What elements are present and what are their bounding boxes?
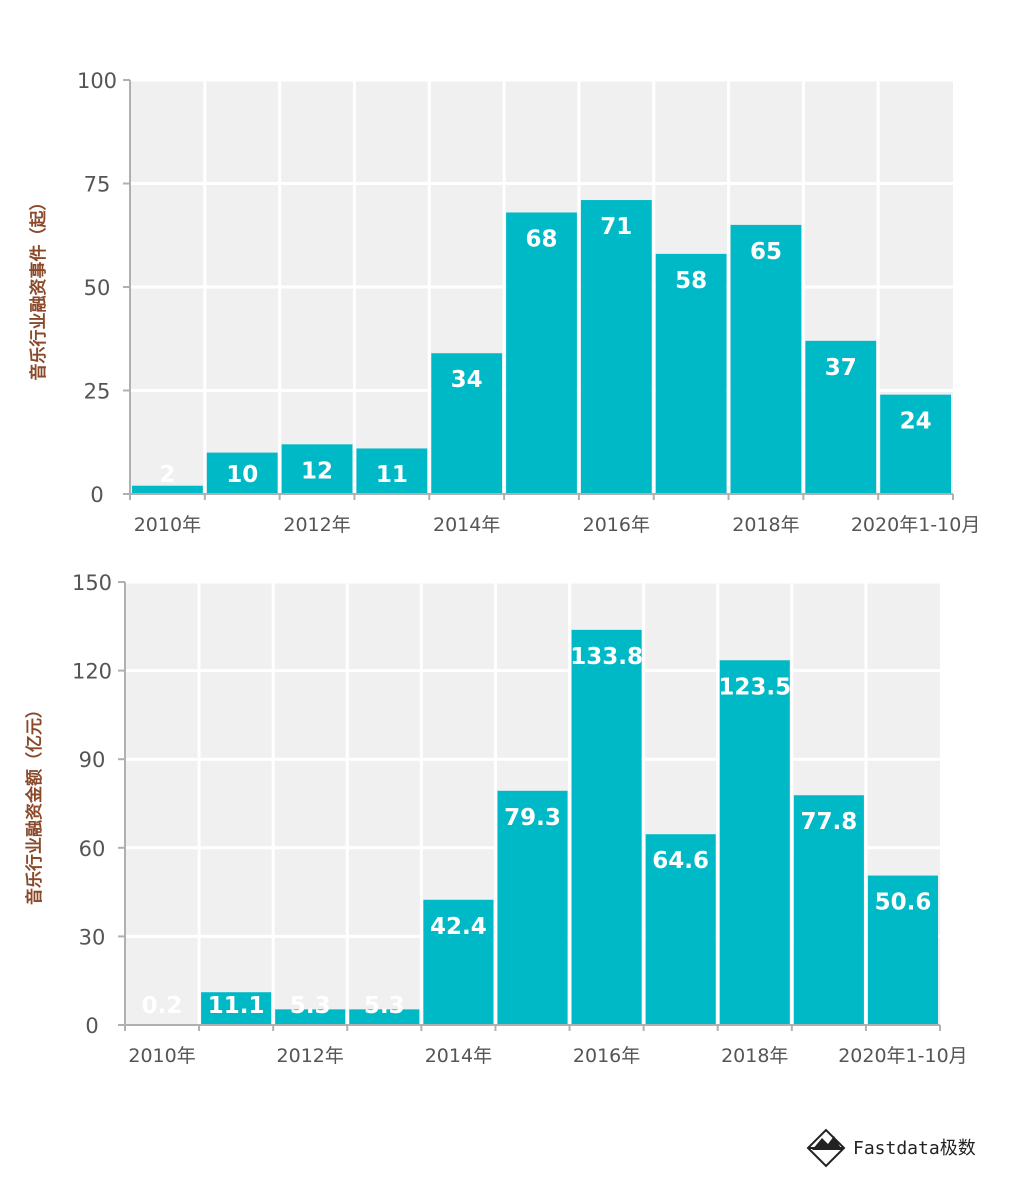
x-tick-label: 2020年1-10月 bbox=[851, 514, 980, 536]
y-tick-label: 150 bbox=[72, 571, 112, 595]
data-label: 77.8 bbox=[800, 809, 857, 835]
y-tick-label: 75 bbox=[84, 173, 111, 197]
bar-2012年 bbox=[275, 1009, 346, 1025]
data-label: 5.3 bbox=[290, 993, 331, 1019]
bar-2019年 bbox=[793, 795, 864, 1025]
bar-2016年 bbox=[580, 200, 652, 494]
bar-2012年 bbox=[281, 444, 353, 494]
bar-2014年 bbox=[423, 899, 494, 1025]
x-tick-label: 2016年 bbox=[573, 1045, 640, 1067]
data-label: 123.5 bbox=[718, 674, 791, 700]
x-tick-label: 2018年 bbox=[732, 514, 799, 536]
bar-2020年1-10月 bbox=[880, 394, 951, 494]
x-tick-label: 2012年 bbox=[283, 514, 350, 536]
bar-2011年 bbox=[206, 452, 278, 494]
chart-financing-amount: 0.2 11.1 5.3 5.3 42.4 79.3 133.8 64.6 123.5 77.8 5… bbox=[24, 571, 968, 1067]
x-tick-label: 2014年 bbox=[433, 514, 500, 536]
x-tick-label: 2010年 bbox=[134, 514, 201, 536]
bar-2018年 bbox=[730, 224, 802, 494]
data-label: 58 bbox=[675, 268, 707, 294]
data-label: 11 bbox=[376, 462, 408, 488]
data-label: 42.4 bbox=[430, 914, 487, 940]
bar-2018年 bbox=[719, 660, 790, 1025]
y-tick-label: 25 bbox=[84, 380, 111, 404]
data-label: 71 bbox=[600, 214, 632, 240]
data-label: 11.1 bbox=[208, 993, 265, 1019]
data-label: 12 bbox=[301, 458, 333, 484]
bar-2013年 bbox=[356, 448, 428, 494]
y-tick-label: 60 bbox=[79, 837, 106, 861]
data-label: 37 bbox=[825, 355, 857, 381]
x-tick-label: 2010年 bbox=[128, 1045, 195, 1067]
fastdata-logo: Fastdata极数 bbox=[806, 1128, 976, 1168]
bar-2016年 bbox=[571, 629, 642, 1025]
logo-text: Fastdata极数 bbox=[853, 1138, 976, 1159]
y-tick-label: 120 bbox=[72, 660, 112, 684]
bar-2017年 bbox=[655, 253, 727, 494]
bar-2019年 bbox=[805, 340, 877, 494]
bar-2015年 bbox=[506, 212, 577, 495]
data-label: 5.3 bbox=[364, 993, 405, 1019]
data-label: 24 bbox=[900, 409, 932, 435]
bar-2015年 bbox=[497, 790, 568, 1025]
data-label: 64.6 bbox=[652, 848, 709, 874]
bar-2011年 bbox=[201, 992, 272, 1025]
bar-2014年 bbox=[431, 353, 503, 494]
y-tick-label: 30 bbox=[79, 925, 106, 949]
data-label: 0.2 bbox=[142, 993, 183, 1019]
y-tick-label: 0 bbox=[85, 1014, 98, 1038]
bar-2010年 bbox=[132, 485, 203, 494]
x-tick-label: 2020年1-10月 bbox=[838, 1045, 967, 1067]
chart-financing-events: 2 10 12 11 34 68 71 58 65 37 24 0 25 50 75 100 2010年 2012… bbox=[28, 69, 980, 536]
y-axis-title: 音乐行业融资事件（起） bbox=[28, 194, 49, 381]
y-axis-title: 音乐行业融资金额（亿元） bbox=[24, 701, 45, 905]
mountain-logo-icon bbox=[806, 1128, 846, 1168]
y-tick-label: 50 bbox=[84, 276, 111, 300]
data-label: 34 bbox=[451, 367, 483, 393]
x-tick-label: 2018年 bbox=[721, 1045, 788, 1067]
bar-2013年 bbox=[349, 1009, 420, 1025]
bar-2020年1-10月 bbox=[867, 875, 938, 1025]
data-label: 10 bbox=[226, 462, 258, 488]
bar-2017年 bbox=[645, 834, 716, 1025]
y-tick-label: 100 bbox=[77, 69, 117, 93]
data-label: 68 bbox=[525, 226, 557, 252]
data-label: 2 bbox=[159, 462, 175, 488]
x-tick-label: 2014年 bbox=[425, 1045, 492, 1067]
data-label: 79.3 bbox=[504, 805, 561, 831]
x-tick-label: 2016年 bbox=[583, 514, 650, 536]
y-tick-label: 0 bbox=[90, 483, 103, 507]
x-tick-label: 2012年 bbox=[277, 1045, 344, 1067]
data-label: 50.6 bbox=[875, 890, 932, 916]
y-tick-label: 90 bbox=[79, 748, 106, 772]
data-label: 133.8 bbox=[570, 644, 643, 670]
data-label: 65 bbox=[750, 239, 782, 265]
